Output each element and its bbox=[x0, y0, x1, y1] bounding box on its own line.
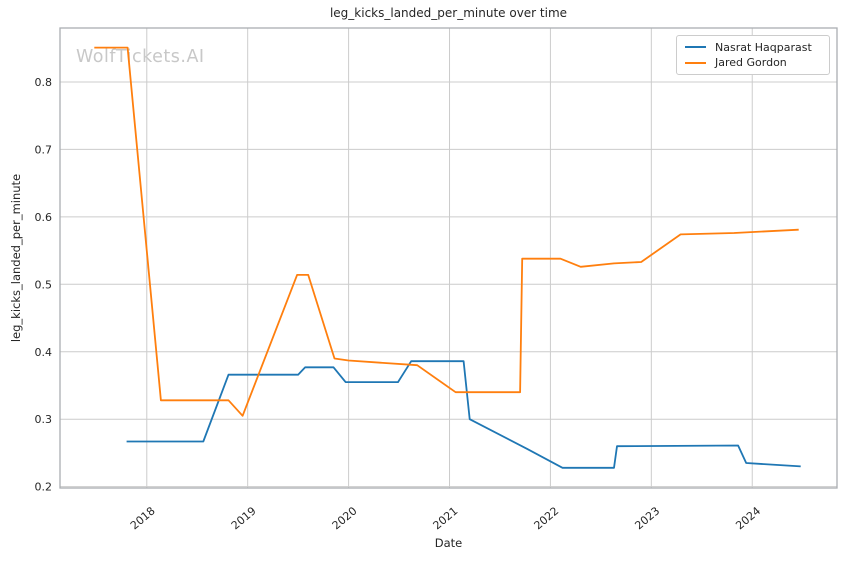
legend-item-nasrat-haqparast: Nasrat Haqparast bbox=[685, 41, 822, 54]
y-tick-label: 0.2 bbox=[35, 481, 53, 494]
y-tick-label: 0.5 bbox=[35, 278, 53, 291]
watermark: WolfTickets.AI bbox=[76, 47, 205, 67]
x-tick-label: 2022 bbox=[532, 504, 562, 532]
x-tick-label: 2021 bbox=[431, 504, 461, 532]
y-tick-label: 0.7 bbox=[35, 143, 53, 156]
plot-border bbox=[59, 27, 838, 489]
y-tick-label: 0.8 bbox=[35, 76, 53, 89]
legend-label: Nasrat Haqparast bbox=[715, 40, 812, 54]
series-line-nasrat-haqparast bbox=[126, 360, 801, 469]
legend-item-jared-gordon: Jared Gordon bbox=[685, 56, 822, 69]
legend-line-swatch-blue bbox=[685, 46, 706, 49]
y-tick-label: 0.4 bbox=[35, 346, 53, 359]
x-tick-label: 2019 bbox=[229, 504, 259, 532]
legend-label: Jared Gordon bbox=[715, 56, 787, 70]
x-tick-label: 2024 bbox=[733, 504, 763, 532]
x-tick-label: 2020 bbox=[330, 504, 360, 532]
series-line-jared-gordon bbox=[94, 46, 799, 417]
y-tick-label: 0.6 bbox=[35, 211, 53, 224]
chart-title: leg_kicks_landed_per_minute over time bbox=[329, 6, 568, 20]
y-axis-label: leg_kicks_landed_per_minute bbox=[9, 173, 23, 343]
legend-line-swatch-orange bbox=[685, 61, 706, 64]
x-tick-label: 2023 bbox=[632, 504, 662, 532]
x-axis-label: Date bbox=[434, 536, 463, 550]
legend: Nasrat Haqparast Jared Gordon bbox=[676, 35, 830, 75]
y-tick-label: 0.3 bbox=[35, 413, 53, 426]
x-tick-label: 2018 bbox=[128, 504, 158, 532]
